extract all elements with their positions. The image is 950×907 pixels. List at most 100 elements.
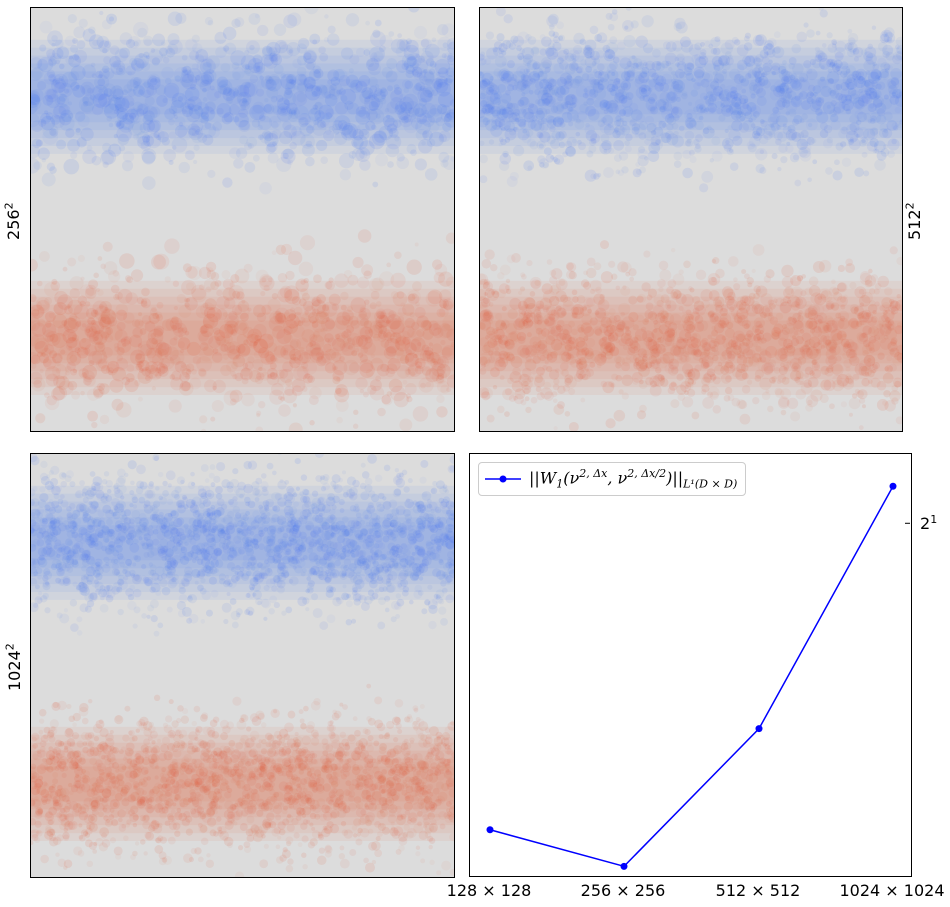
red-noise-blob <box>297 355 304 362</box>
blue-noise-blob <box>435 538 444 547</box>
red-noise-blob <box>484 249 495 260</box>
blue-noise-blob <box>534 89 541 95</box>
blue-noise-blob <box>646 91 657 102</box>
blue-noise-blob <box>806 97 814 105</box>
blue-noise-blob <box>688 149 695 156</box>
red-noise-blob <box>168 399 182 413</box>
blue-noise-blob <box>196 523 202 529</box>
blue-noise-blob <box>606 69 611 74</box>
blue-noise-blob <box>324 93 338 107</box>
blue-noise-blob <box>677 86 685 94</box>
red-noise-blob <box>91 319 97 326</box>
blue-noise-blob <box>564 63 576 75</box>
blue-noise-blob <box>750 106 758 114</box>
red-noise-blob <box>668 358 679 370</box>
red-noise-blob <box>861 344 872 355</box>
red-noise-blob <box>185 363 195 372</box>
red-noise-blob <box>533 313 542 322</box>
red-noise-blob <box>388 310 397 319</box>
blue-noise-blob <box>745 54 755 65</box>
blue-noise-blob <box>599 142 612 155</box>
blue-noise-blob <box>68 54 81 68</box>
blue-noise-blob <box>364 532 374 543</box>
blue-noise-blob <box>411 117 423 130</box>
red-noise-blob <box>66 361 76 371</box>
blue-noise-blob <box>91 486 97 492</box>
blue-noise-blob <box>268 115 281 128</box>
blue-noise-blob <box>713 73 725 84</box>
red-noise-blob <box>88 327 94 333</box>
blue-noise-blob <box>429 104 442 117</box>
red-noise-blob <box>206 269 217 280</box>
blue-noise-blob <box>245 593 251 599</box>
red-noise-blob <box>575 337 586 348</box>
blue-noise-blob <box>200 71 215 85</box>
blue-noise-blob <box>860 49 868 56</box>
blue-noise-blob <box>816 111 829 124</box>
blue-noise-blob <box>366 57 380 72</box>
red-noise-blob <box>602 381 615 394</box>
red-noise-blob <box>567 353 574 360</box>
red-noise-blob <box>378 315 391 328</box>
red-noise-blob <box>253 338 269 354</box>
blue-noise-blob <box>312 514 320 522</box>
blue-noise-blob <box>696 103 706 114</box>
red-noise-blob <box>704 347 711 354</box>
red-noise-blob <box>303 300 314 312</box>
blue-noise-blob <box>324 530 334 540</box>
blue-noise-blob <box>611 84 619 92</box>
red-noise-blob <box>182 263 192 273</box>
blue-noise-blob <box>181 73 198 90</box>
red-noise-blob <box>856 312 865 320</box>
red-noise-blob <box>520 272 526 278</box>
blue-noise-blob <box>775 138 782 146</box>
red-noise-blob <box>524 303 530 309</box>
blue-noise-blob <box>415 81 426 92</box>
red-noise-blob <box>309 347 325 363</box>
blue-noise-blob <box>206 55 221 70</box>
blue-noise-blob <box>778 83 790 95</box>
red-noise-blob <box>36 299 50 314</box>
blue-noise-blob <box>232 547 242 557</box>
red-noise-blob <box>695 305 706 316</box>
blue-noise-blob <box>200 122 217 139</box>
red-noise-blob <box>858 425 864 431</box>
blue-noise-blob <box>196 58 212 75</box>
red-noise-blob <box>505 288 512 295</box>
blue-noise-blob <box>880 70 890 80</box>
blue-noise-blob <box>340 47 354 60</box>
blue-noise-blob <box>330 76 341 86</box>
red-noise-blob <box>838 317 850 330</box>
red-noise-blob <box>636 410 647 420</box>
blue-noise-blob <box>833 59 843 69</box>
red-noise-blob <box>876 323 884 331</box>
blue-noise-blob <box>700 78 710 88</box>
red-noise-blob <box>333 366 338 371</box>
blue-noise-blob <box>375 113 381 119</box>
blue-noise-blob <box>116 107 129 120</box>
red-noise-blob <box>858 288 865 295</box>
blue-noise-blob <box>265 76 274 85</box>
blue-noise-blob <box>108 122 114 128</box>
blue-noise-blob <box>256 88 265 97</box>
red-noise-blob <box>82 364 97 380</box>
red-noise-blob <box>369 324 383 339</box>
red-noise-blob <box>288 422 303 431</box>
blue-noise-blob <box>202 87 207 93</box>
blue-noise-blob <box>440 159 449 168</box>
blue-noise-blob <box>519 48 525 54</box>
blue-noise-blob <box>121 95 135 109</box>
red-noise-blob <box>73 304 89 320</box>
blue-noise-blob <box>425 57 435 67</box>
blue-noise-blob <box>393 602 402 610</box>
blue-noise-blob <box>872 61 877 67</box>
blue-noise-blob <box>880 29 893 43</box>
red-noise-blob <box>313 330 321 338</box>
blue-noise-blob <box>47 30 63 47</box>
blue-noise-blob <box>571 97 579 105</box>
blue-noise-blob <box>730 94 735 100</box>
blue-noise-blob <box>247 500 256 509</box>
blue-noise-blob <box>527 103 539 114</box>
blue-noise-blob <box>328 524 336 531</box>
red-noise-blob <box>285 270 295 281</box>
